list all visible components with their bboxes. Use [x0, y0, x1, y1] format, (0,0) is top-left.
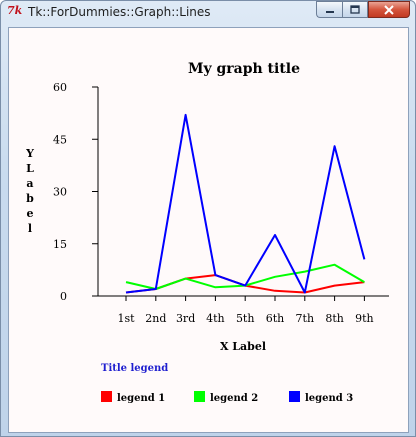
series-line-3: [125, 113, 366, 294]
legend-swatch-3: [289, 391, 300, 402]
maximize-button[interactable]: [342, 1, 368, 18]
y-tick-label: 45: [53, 133, 67, 146]
legend-title: Title legend: [101, 363, 168, 374]
title-bar[interactable]: 7k Tk::ForDummies::Graph::Lines: [1, 1, 415, 23]
y-axis-label-char: b: [26, 192, 34, 205]
close-icon: [384, 4, 394, 15]
x-ticks: 1st 2nd 3rd 4th 5th 6th 7th 8th 9th: [117, 296, 374, 325]
x-tick-label: 5th: [236, 312, 255, 325]
x-tick-label: 6th: [266, 312, 285, 325]
x-tick-label: 2nd: [145, 312, 166, 325]
y-axis-label-char: l: [28, 222, 32, 235]
x-tick-label: 7th: [296, 312, 315, 325]
y-tick-label: 0: [60, 290, 67, 303]
y-axis-label-char: Y: [25, 147, 34, 160]
legend: legend 1 legend 2 legend 3: [101, 391, 353, 404]
series-lines: [125, 113, 366, 294]
y-axis-label-char: e: [27, 207, 34, 220]
legend-swatch-1: [101, 391, 112, 402]
legend-label-1: legend 1: [117, 393, 165, 404]
legend-label-2: legend 2: [210, 393, 258, 404]
y-axis-label-char: a: [26, 177, 33, 190]
maximize-icon: [350, 4, 360, 14]
x-tick-label: 4th: [206, 312, 225, 325]
x-tick-label: 8th: [325, 312, 344, 325]
x-tick-label: 1st: [117, 312, 135, 325]
minimize-button[interactable]: [316, 1, 342, 18]
legend-label-3: legend 3: [305, 393, 353, 404]
y-tick-label: 30: [53, 186, 67, 199]
minimize-icon: [325, 10, 334, 13]
x-axis-label: X Label: [220, 340, 266, 353]
y-tick-label: 60: [53, 81, 67, 94]
y-axis-label-char: L: [26, 162, 34, 175]
y-ticks: 0 15 30 45 60: [53, 81, 98, 303]
caption-buttons: [316, 1, 410, 19]
legend-swatch-2: [194, 391, 205, 402]
x-tick-label: 3rd: [176, 312, 195, 325]
y-tick-label: 15: [53, 238, 67, 251]
x-tick-label: 9th: [355, 312, 374, 325]
close-button[interactable]: [368, 1, 410, 18]
window-title: Tk::ForDummies::Graph::Lines: [28, 5, 211, 19]
tk-app-icon: 7k: [7, 4, 23, 17]
chart-title: My graph title: [188, 61, 300, 77]
